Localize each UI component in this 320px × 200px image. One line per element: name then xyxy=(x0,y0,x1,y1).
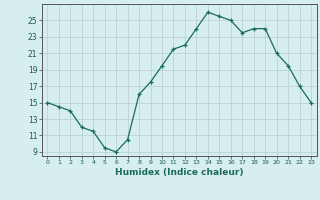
X-axis label: Humidex (Indice chaleur): Humidex (Indice chaleur) xyxy=(115,168,244,177)
